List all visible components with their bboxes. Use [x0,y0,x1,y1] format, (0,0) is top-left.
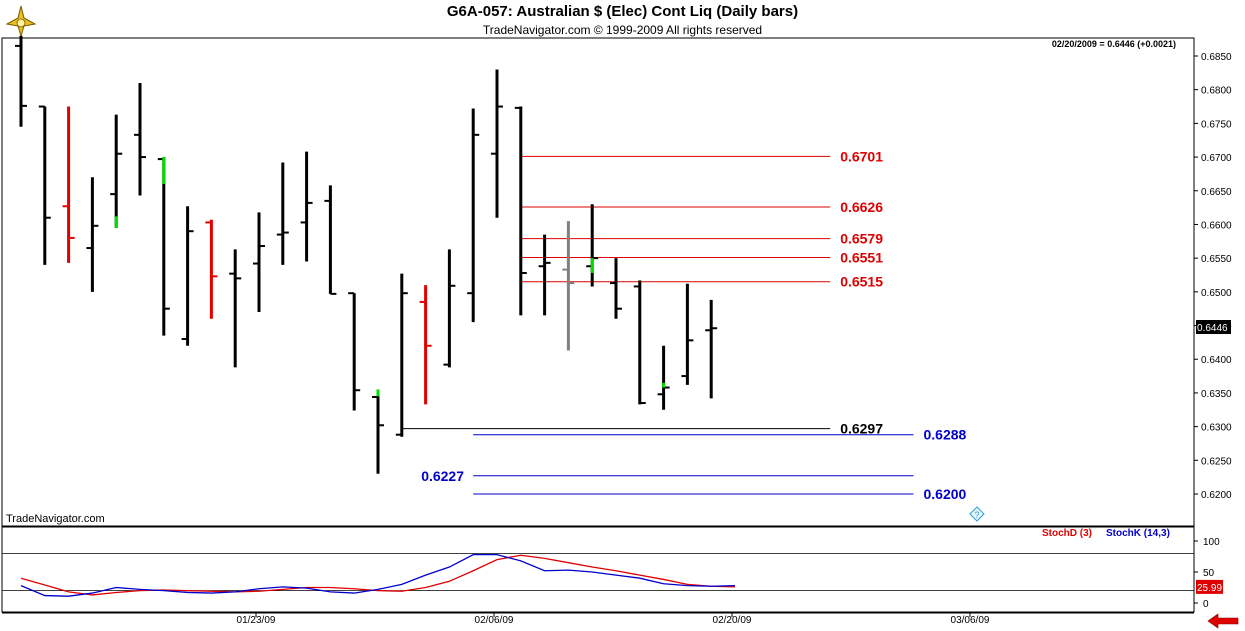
stoch-tick-label: 0 [1203,599,1209,610]
help-diamond-icon[interactable]: ? [969,506,985,522]
price-tick-label: 0.6700 [1201,153,1232,164]
price-tick-label: 0.6200 [1201,490,1232,501]
stoch-tick-label: 100 [1203,537,1220,548]
stoch-series-line [20,554,736,596]
legend-stoch-d: StochD (3) [1042,528,1092,539]
level-label: 0.6515 [840,274,883,290]
stoch-current-label: 25.99 [1197,583,1222,594]
price-tick-label: 0.6300 [1201,423,1232,434]
legend-stoch-k: StochK (14,3) [1106,528,1170,539]
level-label: 0.6288 [924,427,967,443]
last-price-label: 0.6446 [1197,323,1228,334]
level-label: 0.6297 [840,421,883,437]
price-tick-label: 0.6800 [1201,86,1232,97]
last-price-marker [1196,320,1231,334]
last-quote-readout: 02/20/2009 = 0.6446 (+0.0021) [1052,39,1176,49]
price-tick-label: 0.6350 [1201,389,1232,400]
price-tick-label: 0.6400 [1201,355,1232,366]
date-tick-label: 02/20/09 [713,615,752,626]
price-tick-label: 0.6650 [1201,187,1232,198]
watermark-text: TradeNavigator.com [6,513,105,525]
level-label: 0.6227 [421,468,464,484]
price-tick-label: 0.6550 [1201,254,1232,265]
date-tick-label: 02/06/09 [475,615,514,626]
price-tick-label: 0.6850 [1201,52,1232,63]
stoch-tick-label: 50 [1203,568,1215,579]
level-label: 0.6626 [840,199,883,215]
level-label: 0.6551 [840,249,883,265]
date-tick-label: 01/23/09 [237,615,276,626]
price-tick-label: 0.6750 [1201,119,1232,130]
stoch-series-line [20,553,736,597]
stoch-current-marker [1196,579,1223,594]
price-tick-label: 0.6500 [1201,288,1232,299]
svg-text:?: ? [974,510,979,520]
level-label: 0.6701 [840,148,883,164]
chart-title: G6A-057: Australian $ (Elec) Cont Liq (D… [446,3,799,20]
level-label: 0.6579 [840,231,883,247]
date-tick-label: 03/06/09 [951,615,990,626]
red-left-arrow-icon[interactable] [1207,613,1239,629]
stochastic-panel-border [1,526,1195,613]
price-tick-label: 0.6600 [1201,220,1232,231]
level-label: 0.6200 [924,486,967,502]
copyright-subtitle: TradeNavigator.com © 1999-2009 All right… [482,23,763,37]
price-tick-label: 0.6250 [1201,456,1232,467]
